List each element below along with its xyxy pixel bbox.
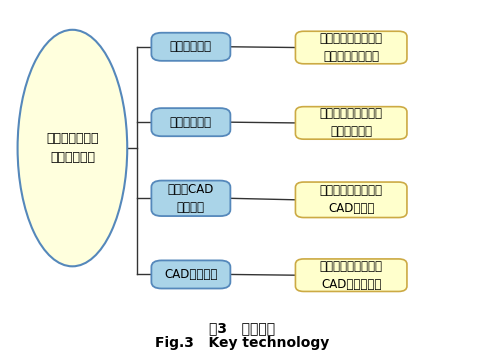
Text: 将不同区域点云拼接
为一个完整体: 将不同区域点云拼接 为一个完整体 (320, 107, 383, 138)
Ellipse shape (17, 30, 127, 266)
FancyBboxPatch shape (295, 31, 407, 64)
FancyBboxPatch shape (151, 181, 230, 216)
Text: 实现毛坯点云与零件
CAD的拟合: 实现毛坯点云与零件 CAD的拟合 (320, 184, 383, 215)
Text: 图3   关键技术: 图3 关键技术 (209, 321, 275, 335)
FancyBboxPatch shape (151, 260, 230, 289)
FancyBboxPatch shape (295, 259, 407, 291)
Text: Fig.3   Key technology: Fig.3 Key technology (155, 336, 329, 350)
FancyBboxPatch shape (295, 182, 407, 218)
Text: CAD设计技术: CAD设计技术 (164, 268, 218, 281)
Text: 根据偏差，完成毛坯
CAD的优化设计: 根据偏差，完成毛坯 CAD的优化设计 (320, 260, 383, 291)
Text: 完成零件毛坯扫描，
获取毛坯点云数据: 完成零件毛坯扫描， 获取毛坯点云数据 (320, 32, 383, 63)
FancyBboxPatch shape (295, 107, 407, 139)
FancyBboxPatch shape (151, 108, 230, 136)
Text: 点云拼接技术: 点云拼接技术 (170, 116, 212, 129)
Text: 基于激光扫描的
毛坯优化技术: 基于激光扫描的 毛坯优化技术 (46, 132, 99, 164)
Text: 点云和CAD
拟合技术: 点云和CAD 拟合技术 (167, 183, 214, 214)
FancyBboxPatch shape (151, 33, 230, 61)
Text: 激光扫描技术: 激光扫描技术 (170, 40, 212, 53)
